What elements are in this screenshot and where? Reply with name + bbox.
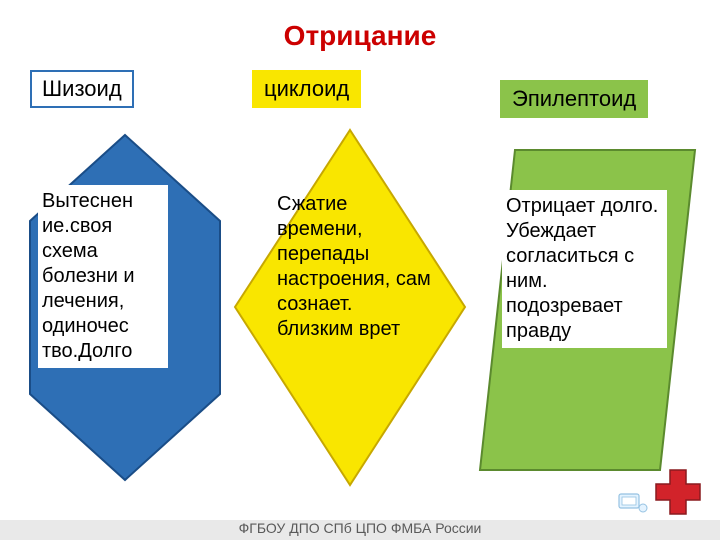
body-shizoid: Вытеснен ие.своя схема болезни и лечения…	[38, 185, 168, 368]
title-text: Отрицание	[284, 20, 437, 51]
label-epileptoid: Эпилептоид	[500, 80, 648, 118]
footer-text: ФГБОУ ДПО СПб ЦПО ФМБА России	[239, 520, 482, 536]
shape-cycloid: Сжатие времени, перепады настроения, сам…	[235, 130, 465, 485]
body-epileptoid: Отрицает долго. Убеждает согласиться с н…	[502, 190, 667, 348]
shape-epileptoid: Отрицает долго. Убеждает согласиться с н…	[480, 150, 695, 470]
body-epileptoid-text: Отрицает долго. Убеждает согласиться с н…	[506, 195, 658, 342]
label-shizoid: Шизоид	[30, 70, 134, 108]
footer-text-wrap: ФГБОУ ДПО СПб ЦПО ФМБА России	[0, 520, 720, 540]
label-cycloid: циклоид	[252, 70, 361, 108]
label-cycloid-text: циклоид	[264, 76, 349, 101]
page-title: Отрицание	[0, 20, 720, 52]
body-shizoid-text: Вытеснен ие.своя схема болезни и лечения…	[42, 190, 135, 362]
label-shizoid-text: Шизоид	[42, 76, 122, 101]
label-epileptoid-text: Эпилептоид	[512, 86, 636, 111]
shape-shizoid: Вытеснен ие.своя схема болезни и лечения…	[30, 135, 220, 480]
body-cycloid: Сжатие времени, перепады настроения, сам…	[277, 192, 432, 342]
body-cycloid-text: Сжатие времени, перепады настроения, сам…	[277, 193, 431, 340]
